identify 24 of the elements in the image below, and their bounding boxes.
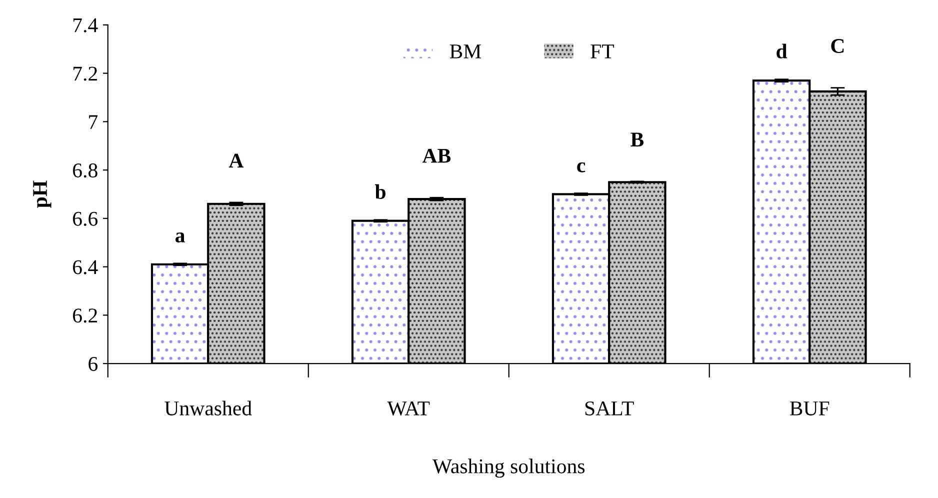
annotation: AB bbox=[422, 148, 451, 163]
x-tick-label: WAT bbox=[387, 401, 430, 416]
y-axis-title: pH bbox=[33, 180, 52, 208]
x-tick-label: Unwashed bbox=[164, 400, 252, 416]
legend-label: FT bbox=[590, 44, 614, 58]
annotation: d bbox=[776, 44, 788, 58]
y-tick-label: 7.2 bbox=[73, 66, 97, 81]
y-tick-label: 7.4 bbox=[73, 18, 98, 32]
annotation: B bbox=[630, 132, 644, 146]
annotation: c bbox=[577, 162, 586, 172]
y-tick-label: 6.4 bbox=[73, 260, 98, 274]
annotation: A bbox=[228, 154, 244, 168]
y-tick-label: 6.2 bbox=[73, 308, 97, 323]
x-tick-label: BUF bbox=[790, 402, 830, 416]
x-tick-label: SALT bbox=[585, 401, 634, 416]
legend-label: BM bbox=[450, 44, 482, 58]
y-tick-label: 6 bbox=[88, 356, 98, 371]
y-tick-label: 7 bbox=[89, 115, 98, 129]
annotation: a bbox=[176, 232, 185, 242]
y-tick-label: 6.8 bbox=[73, 163, 98, 178]
x-axis-title: Washing solutions bbox=[432, 458, 585, 478]
y-tick-label: 6.6 bbox=[73, 212, 98, 226]
annotation: b bbox=[375, 184, 386, 199]
annotation: C bbox=[831, 39, 844, 54]
